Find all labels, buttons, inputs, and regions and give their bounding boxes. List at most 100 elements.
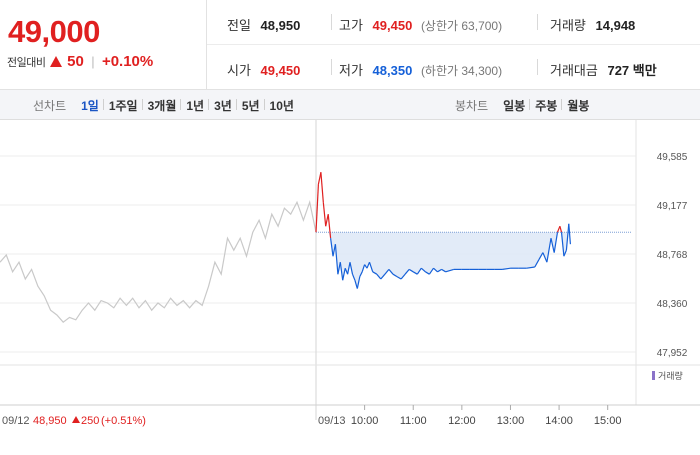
up-triangle-icon [72,416,80,423]
prev-day-change-percent: (+0.51%) [101,415,146,427]
volume-stat: 거래량 14,948 [550,15,635,34]
low-stat: 저가 48,350 (하한가 34,300) [339,60,502,79]
tab-weekly[interactable]: 주봉 [529,97,562,114]
today-price-segment [534,259,540,268]
divider [331,59,332,75]
today-price-segment [388,269,394,275]
today-price-segment [376,273,382,280]
upper-limit: (상한가 63,700) [420,19,503,33]
volume-label: 거래량 [550,18,586,33]
today-price-segment [351,273,356,281]
today-price-segment [366,261,371,269]
today-price-segment [359,271,363,277]
prev-close-label: 전일 [227,18,251,33]
tab-10y[interactable]: 10년 [263,97,299,114]
tab-3y[interactable]: 3년 [208,97,237,114]
today-price-segment [526,266,535,269]
today-price-segment [342,268,346,281]
today-price-segment [420,267,426,273]
today-price-segment [364,264,368,269]
today-price-segment [542,252,548,263]
today-price-segment [368,262,374,272]
volume-legend-label: 거래량 [658,370,683,381]
high-label: 고가 [339,18,363,33]
amount-label: 거래대금 [550,63,598,78]
prev-day-line [0,199,317,324]
tab-1w[interactable]: 1주일 [102,97,143,114]
open-label: 시가 [227,63,251,78]
low-value: 48,350 [372,63,413,78]
today-price-segment [412,271,418,275]
today-price-segment [354,280,358,289]
today-price-segment [433,267,438,273]
today-price-segment [425,271,430,275]
today-price-segment [325,214,329,227]
prev-day-change: 250 [81,415,99,427]
price-tick-label: 47,952 [657,348,688,359]
tab-5y[interactable]: 5년 [235,97,265,114]
today-price-segment [380,273,386,280]
divider: | [91,54,95,69]
today-price-segment [322,202,327,227]
tab-1y[interactable]: 1년 [180,97,209,114]
price-chart[interactable]: 49,585 49,177 48,768 48,360 47,952 거래량 09/12 48… [0,119,700,450]
volume-value: 14,948 [595,18,636,33]
tab-daily[interactable]: 일봉 [503,98,526,113]
today-price-segment [445,268,454,273]
today-price-segment [556,225,561,233]
below-baseline-fill [316,232,571,289]
candle-chart-label: 봉차트 [455,98,489,113]
today-price-segment [560,232,565,257]
today-price-segment [327,214,332,239]
change-label: 전일대비 [7,57,46,69]
today-price-segment [384,269,390,275]
tab-1d[interactable]: 1일 [81,98,99,113]
stats-row-2: 시가 49,450 저가 48,350 (하한가 34,300) 거래대금 72… [207,45,700,90]
price-chart-svg[interactable]: 49,585 49,177 48,768 48,360 47,952 거래량 09/12 48… [0,119,700,450]
today-price-segment [546,238,552,263]
today-price-segment [563,249,567,257]
tab-3m[interactable]: 3개월 [141,97,182,114]
time-tick-label: 14:00 [545,415,573,427]
today-price-segment [404,269,410,275]
up-triangle-icon [49,56,62,67]
today-price-segment [347,262,351,275]
today-price-segment [349,262,354,275]
today-price-segment [408,268,414,273]
today-price-segment [337,262,341,275]
open-stat: 시가 49,450 [227,60,300,79]
tab-monthly[interactable]: 월봉 [561,97,594,114]
time-tick-label: 11:00 [400,415,427,427]
candle-chart-tabs: 봉차트 일봉 주봉 월봉 [455,90,594,120]
today-price-segment [400,273,406,280]
price-tick-label: 49,177 [657,201,688,212]
price-header: 49,000 전일대비 50 | +0.10% 전일 48,950 고가 49,… [0,0,700,90]
today-price-segment [392,273,398,278]
today-price-segment [437,268,442,273]
time-tick-label: 12:00 [448,415,476,427]
today-price-segment [356,276,361,289]
today-price-segment [330,238,334,257]
today-price-segment [441,268,446,273]
time-tick-label: 15:00 [594,415,622,427]
amount-stat: 거래대금 727 백만 [550,60,657,79]
today-price-segment [416,267,422,275]
divider [537,14,538,30]
today-price-segment [334,244,339,275]
today-price-segment [568,223,571,245]
change-percent: +0.10% [101,53,154,70]
low-label: 저가 [339,63,363,78]
lower-limit: (하한가 34,300) [420,64,503,78]
today-price-segment [538,252,544,261]
divider [331,14,332,30]
amount-value: 727 백만 [607,63,657,78]
line-chart-label: 선차트 [33,98,67,113]
today-price-segment [361,264,366,272]
today-price-segment [565,223,570,251]
prev-day-date: 09/12 [2,415,30,427]
today-price-segment [320,172,324,203]
today-date: 09/13 [318,415,346,427]
stats-row-1: 전일 48,950 고가 49,450 (상한가 63,700) 거래량 14,… [207,0,700,45]
price-tick-label: 48,768 [657,250,688,261]
prev-close-value: 48,950 [260,18,301,33]
